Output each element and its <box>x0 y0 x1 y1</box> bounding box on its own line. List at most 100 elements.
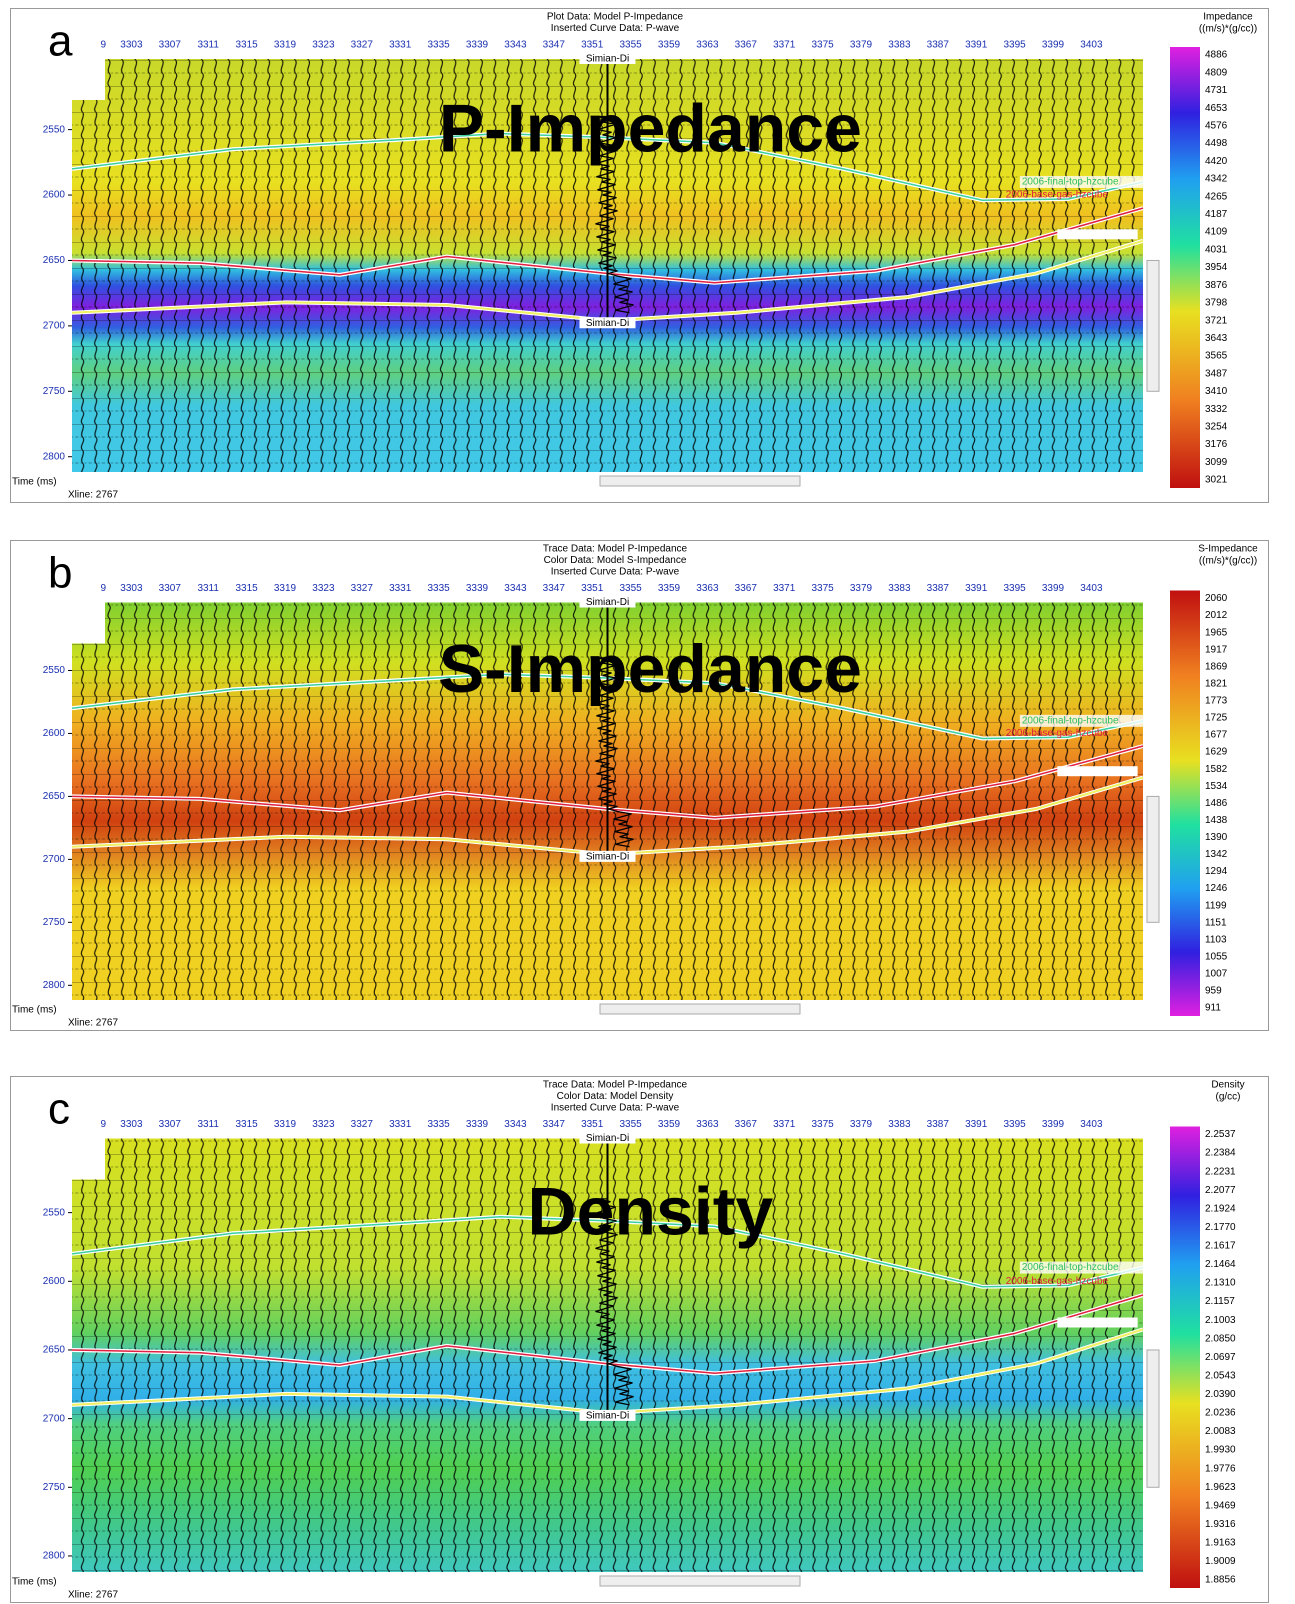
overlay-label: Density <box>528 1174 774 1250</box>
xline-label: 3371 <box>773 583 796 594</box>
xline-label: 3319 <box>274 583 297 594</box>
horizon-label-bg <box>1019 175 1148 188</box>
colorbar-label: 2.2384 <box>1205 1148 1236 1159</box>
colorbar-label: 1534 <box>1205 781 1228 792</box>
colorbar-label: 1199 <box>1205 900 1227 911</box>
colorbar-label: 1.9469 <box>1205 1500 1236 1511</box>
xline-label: 3331 <box>389 40 412 51</box>
time-label: 2750 <box>43 1482 66 1493</box>
v-scrollbar[interactable] <box>1146 795 1160 923</box>
xline-label: 3339 <box>466 583 489 594</box>
xline-label: 3307 <box>159 1119 182 1130</box>
xline-label: 3319 <box>274 1119 297 1130</box>
time-label: 2750 <box>43 917 66 928</box>
xline-label: 3387 <box>927 40 950 51</box>
xline-label: 3339 <box>466 1119 489 1130</box>
colorbar <box>1170 1126 1200 1588</box>
colorbar <box>1170 47 1200 488</box>
xline-label: 3347 <box>543 1119 566 1130</box>
colorbar-label: 911 <box>1205 1003 1221 1014</box>
well-label-bg <box>579 1132 636 1144</box>
xline-label: 3367 <box>735 583 758 594</box>
colorbar-unit: ((m/s)*(g/cc)) <box>1199 556 1257 567</box>
colorbar-label: 3565 <box>1205 351 1228 362</box>
xline-label: 3403 <box>1080 583 1103 594</box>
xline-info: Xline: 2767 <box>68 490 118 501</box>
xline-label: 9 <box>100 583 106 594</box>
xline-label: 3315 <box>235 583 258 594</box>
colorbar-label: 3876 <box>1205 280 1228 291</box>
colorbar-label: 2.1003 <box>1205 1315 1236 1326</box>
time-label: 2600 <box>43 728 66 739</box>
xline-label: 3303 <box>120 40 143 51</box>
xline-label: 3391 <box>965 583 988 594</box>
xline-label: 3323 <box>312 1119 335 1130</box>
xline-label: 3395 <box>1003 40 1026 51</box>
xline-label: 3307 <box>159 40 182 51</box>
time-label: 2700 <box>43 321 66 332</box>
colorbar-label: 3487 <box>1205 368 1228 379</box>
letter-box <box>11 541 105 644</box>
horizon-top <box>71 132 1144 202</box>
time-label: 2750 <box>43 386 66 397</box>
colorbar-label: 1677 <box>1205 730 1228 741</box>
xline-label: 3331 <box>389 583 412 594</box>
h-scrollbar[interactable] <box>599 475 801 487</box>
plot-title: Trace Data: Model P-Impedance <box>543 544 688 555</box>
xline-label: 3311 <box>197 583 219 594</box>
colorbar-label: 3721 <box>1205 315 1228 326</box>
colorbar-label: 4031 <box>1205 244 1228 255</box>
xline-label: 3343 <box>504 40 527 51</box>
colorbar-label: 4109 <box>1205 227 1228 238</box>
xline-label: 3331 <box>389 1119 412 1130</box>
colorbar-label: 2.0850 <box>1205 1333 1236 1344</box>
time-label: 2650 <box>43 255 66 266</box>
colorbar-label: 4498 <box>1205 138 1228 149</box>
v-scrollbar[interactable] <box>1146 259 1160 392</box>
h-scrollbar[interactable] <box>599 1003 801 1015</box>
letter-box <box>11 1077 105 1180</box>
xline-label: 3363 <box>696 583 719 594</box>
plot-title: Inserted Curve Data: P-wave <box>551 1103 680 1114</box>
horizon-yellow <box>71 776 1144 856</box>
xline-label: 3367 <box>735 40 758 51</box>
xline-label: 3351 <box>581 40 604 51</box>
xline-label: 3383 <box>888 583 911 594</box>
colorbar-label: 4187 <box>1205 209 1228 220</box>
horizon-yellow <box>71 239 1144 322</box>
well-label: Simian-Di <box>586 851 629 862</box>
xline-label: 3367 <box>735 1119 758 1130</box>
colorbar-label: 3410 <box>1205 386 1228 397</box>
colorbar-label: 1390 <box>1205 832 1228 843</box>
v-scrollbar[interactable] <box>1146 1349 1160 1488</box>
colorbar-label: 1821 <box>1205 678 1228 689</box>
colorbar-label: 1629 <box>1205 747 1228 758</box>
colorbar-label: 2.1157 <box>1205 1296 1235 1307</box>
colorbar-label: 2.1464 <box>1205 1259 1236 1270</box>
horizon-label: 2006-final-top-hzcube <box>1022 1262 1119 1273</box>
xline-label: 3323 <box>312 40 335 51</box>
colorbar-label: 3176 <box>1205 439 1228 450</box>
colorbar-label: 1869 <box>1205 661 1228 672</box>
xline-label: 3303 <box>120 1119 143 1130</box>
colorbar-label: 1294 <box>1205 866 1228 877</box>
horizon-label: 2006-base-gas-hzcube <box>1006 1276 1109 1287</box>
h-scrollbar[interactable] <box>599 1575 801 1587</box>
time-label: 2650 <box>43 791 66 802</box>
xline-label: 3355 <box>619 40 642 51</box>
horizon-marker <box>1057 766 1138 777</box>
time-label: 2600 <box>43 1276 66 1287</box>
colorbar-label: 1151 <box>1205 917 1227 928</box>
xline-label: 3335 <box>427 40 450 51</box>
colorbar-label: 1486 <box>1205 798 1228 809</box>
colorbar-label: 3798 <box>1205 298 1228 309</box>
colorbar-label: 1103 <box>1205 934 1227 945</box>
colorbar-label: 2012 <box>1205 610 1228 621</box>
horizon-label: 2006-base-gas-hzcube <box>1006 190 1109 201</box>
xline-label: 3319 <box>274 40 297 51</box>
well-log <box>595 115 634 314</box>
horizon-label-bg <box>1019 1261 1148 1274</box>
colorbar-label: 1.9623 <box>1205 1482 1236 1493</box>
